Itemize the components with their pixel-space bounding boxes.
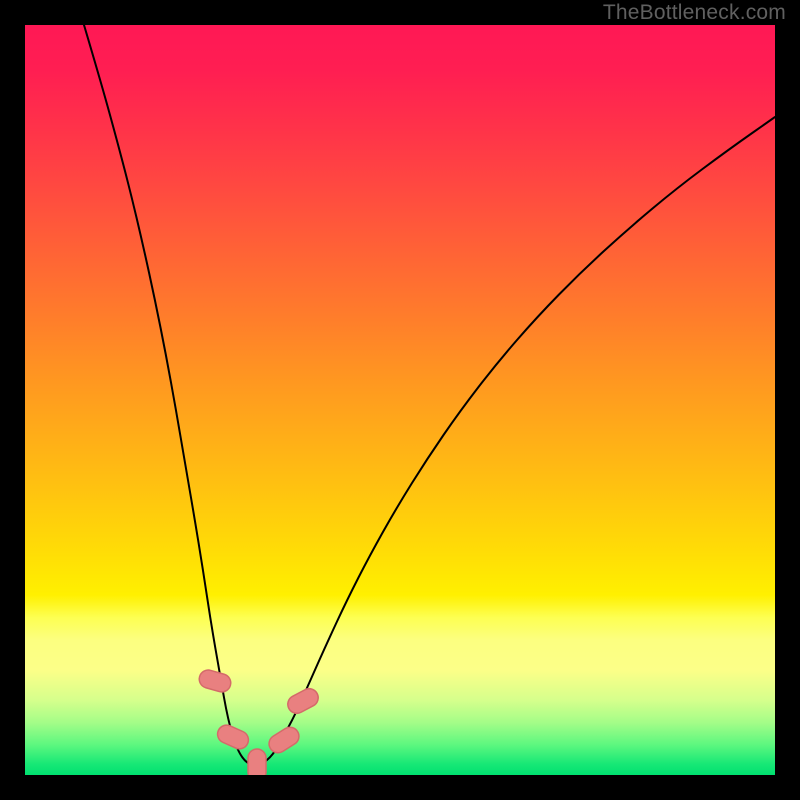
trough-marker	[248, 749, 266, 775]
chart-overlay	[25, 25, 775, 775]
bottleneck-curve	[84, 25, 775, 765]
trough-marker	[285, 686, 322, 717]
trough-marker	[215, 722, 252, 751]
trough-markers	[197, 668, 321, 775]
plot-area	[25, 25, 775, 775]
outer-frame: TheBottleneck.com	[0, 0, 800, 800]
trough-marker	[266, 724, 303, 756]
trough-marker	[197, 668, 233, 694]
watermark-text: TheBottleneck.com	[603, 1, 786, 25]
